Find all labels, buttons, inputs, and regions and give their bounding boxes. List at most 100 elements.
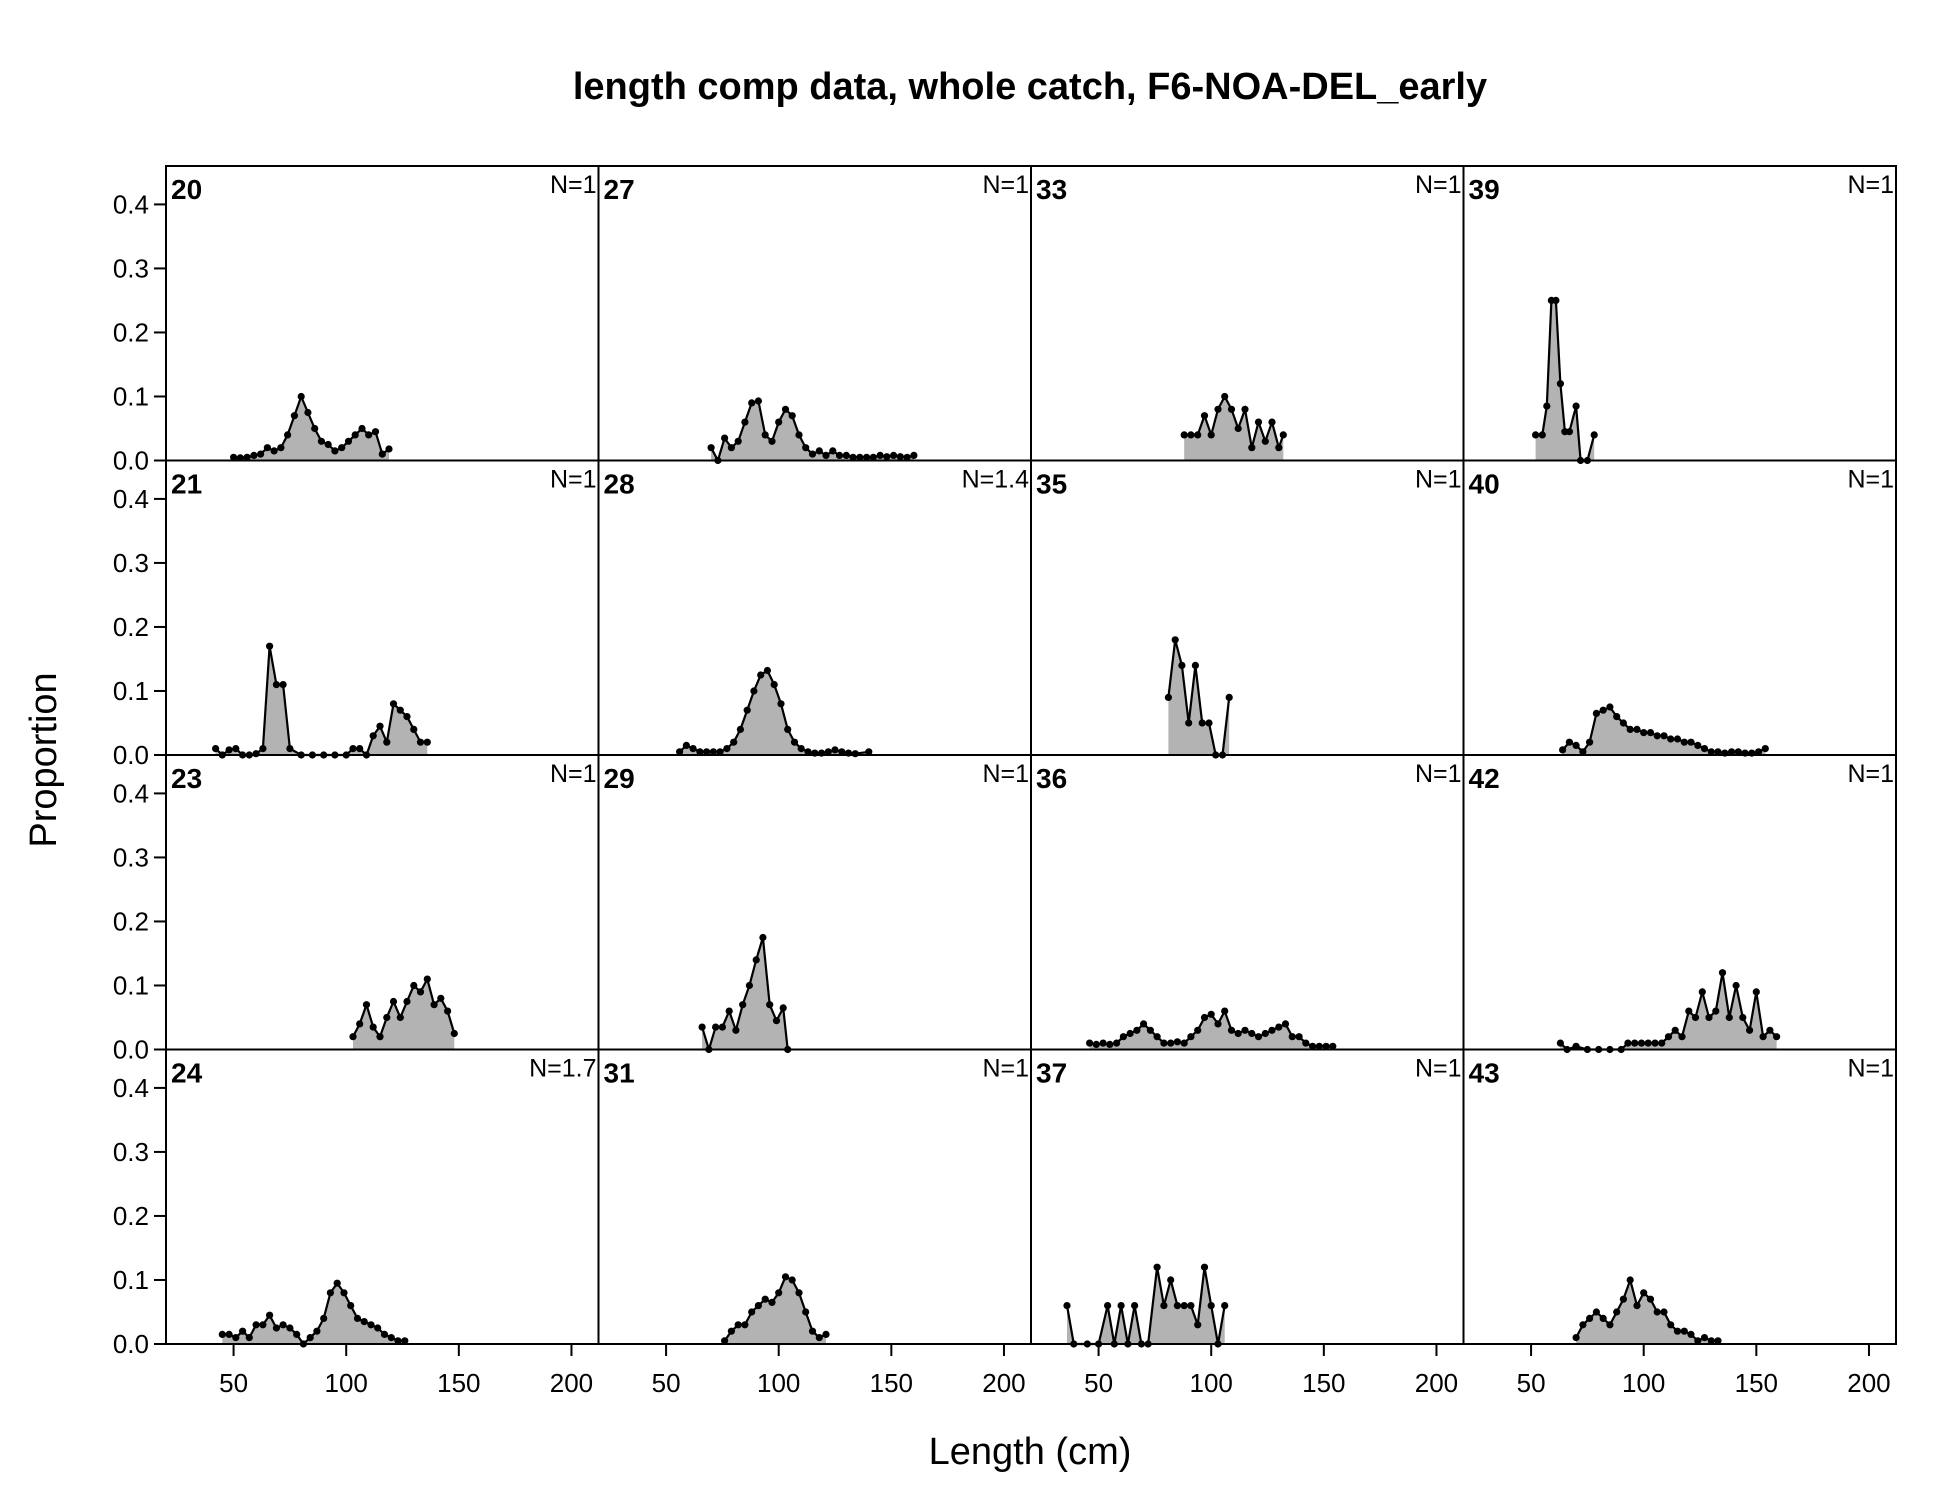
data-point-27-10 <box>775 418 783 426</box>
data-point-21-9 <box>272 681 280 689</box>
data-point-21-10 <box>279 681 287 689</box>
panel-frame-39 <box>1462 165 1897 462</box>
data-point-24-19 <box>347 1302 355 1310</box>
data-point-35-9 <box>1225 693 1233 702</box>
data-point-27-25 <box>876 451 884 459</box>
data-point-33-1 <box>1187 431 1195 439</box>
data-point-28-1 <box>682 741 691 750</box>
data-point-23-8 <box>403 997 411 1006</box>
panel-21: 21 N=1 0.0 0.1 0.2 0.3 0.4 <box>113 459 600 770</box>
data-point-28-18 <box>797 745 805 753</box>
data-point-43-7 <box>1619 1295 1627 1303</box>
data-point-40-20 <box>1694 741 1702 750</box>
data-point-40-3 <box>1579 748 1587 756</box>
data-point-43-6 <box>1613 1308 1621 1316</box>
panel-20: 20 N=1 0.0 0.1 0.2 0.3 0.4 <box>113 165 600 476</box>
data-point-36-25 <box>1254 1033 1263 1041</box>
data-point-21-6 <box>252 750 260 758</box>
data-point-42-29 <box>1773 1033 1781 1041</box>
data-point-43-0 <box>1572 1334 1580 1342</box>
data-point-21-24 <box>396 706 404 714</box>
data-point-20-5 <box>263 444 271 452</box>
area-fill-23 <box>353 979 455 1050</box>
panel-37: 37 N=1 50 100 150 200 <box>1030 1048 1465 1398</box>
data-point-28-0 <box>676 748 684 756</box>
data-point-28-23 <box>831 746 839 754</box>
data-point-27-29 <box>903 453 911 461</box>
data-point-24-9 <box>279 1321 287 1329</box>
panel-n-label-31: N=1 <box>982 1055 1029 1083</box>
data-point-20-22 <box>378 450 386 458</box>
y-tick-label-21-0: 0.0 <box>113 740 149 770</box>
x-tick-label-24-0: 50 <box>219 1368 248 1398</box>
data-point-24-2 <box>232 1334 240 1342</box>
data-point-42-12 <box>1658 1039 1666 1047</box>
panel-n-label-40: N=1 <box>1847 466 1894 494</box>
panel-n-label-42: N=1 <box>1847 760 1894 788</box>
panel-label-35: 35 <box>1036 469 1067 500</box>
data-point-39-1 <box>1538 431 1546 439</box>
panel-40: 40 N=1 <box>1462 459 1897 757</box>
data-point-28-14 <box>770 681 778 689</box>
area-fill-31 <box>724 1276 826 1344</box>
data-point-42-22 <box>1725 1013 1733 1022</box>
data-point-40-13 <box>1646 729 1655 737</box>
data-point-23-15 <box>450 1029 458 1038</box>
data-point-35-3 <box>1185 719 1193 727</box>
panel-23: 23 N=1 0.0 0.1 0.2 0.3 0.4 <box>113 754 600 1065</box>
data-point-20-12 <box>311 424 319 433</box>
data-point-23-0 <box>349 1033 357 1041</box>
data-point-31-5 <box>754 1302 763 1310</box>
data-point-29-7 <box>745 981 754 990</box>
panel-label-43: 43 <box>1469 1058 1500 1089</box>
y-tick-label-20-1: 0.1 <box>113 381 149 411</box>
data-point-20-2 <box>243 453 251 461</box>
data-point-33-15 <box>1279 431 1287 439</box>
data-point-36-11 <box>1160 1039 1168 1047</box>
data-point-37-8 <box>1131 1302 1139 1310</box>
y-tick-label-21-2: 0.2 <box>113 612 149 642</box>
data-point-29-6 <box>739 1001 747 1009</box>
data-point-43-1 <box>1579 1321 1587 1329</box>
data-point-43-16 <box>1680 1327 1688 1335</box>
panel-n-label-33: N=1 <box>1415 171 1462 199</box>
data-point-33-2 <box>1194 431 1202 439</box>
data-point-24-15 <box>320 1314 328 1322</box>
data-point-31-13 <box>808 1327 817 1335</box>
data-point-28-11 <box>750 687 758 695</box>
data-point-37-0 <box>1063 1302 1071 1310</box>
data-point-27-26 <box>883 453 891 461</box>
data-point-24-20 <box>353 1314 362 1322</box>
y-tick-label-21-1: 0.1 <box>113 676 149 706</box>
panel-29: 29 N=1 <box>597 754 1032 1054</box>
data-point-40-18 <box>1680 738 1688 746</box>
data-point-33-6 <box>1221 392 1229 401</box>
panel-label-27: 27 <box>604 174 635 205</box>
y-tick-label-24-3: 0.3 <box>113 1137 149 1167</box>
data-point-33-8 <box>1234 424 1242 433</box>
panel-43: 43 N=1 50 100 150 200 <box>1462 1048 1897 1398</box>
data-point-31-15 <box>822 1330 830 1338</box>
data-point-40-12 <box>1640 729 1648 737</box>
data-point-42-14 <box>1671 1026 1679 1034</box>
data-point-31-12 <box>802 1308 810 1316</box>
data-point-33-11 <box>1254 418 1263 426</box>
x-tick-label-43-1: 100 <box>1622 1368 1665 1398</box>
data-point-24-22 <box>367 1321 375 1329</box>
data-point-28-17 <box>790 738 799 746</box>
data-point-36-2 <box>1099 1039 1107 1047</box>
data-point-36-33 <box>1309 1042 1317 1050</box>
panel-frame-27 <box>597 165 1032 462</box>
data-point-43-3 <box>1592 1308 1600 1316</box>
data-point-28-19 <box>804 748 812 756</box>
data-point-35-4 <box>1191 661 1199 670</box>
data-point-40-10 <box>1626 725 1634 734</box>
data-point-39-11 <box>1590 431 1598 439</box>
panel-label-40: 40 <box>1469 469 1500 500</box>
data-point-23-5 <box>383 1013 391 1022</box>
data-point-40-25 <box>1728 748 1736 756</box>
panel-n-label-43: N=1 <box>1847 1055 1894 1083</box>
data-point-27-0 <box>707 444 715 452</box>
area-fill-28 <box>679 670 869 755</box>
data-point-36-0 <box>1086 1039 1094 1047</box>
